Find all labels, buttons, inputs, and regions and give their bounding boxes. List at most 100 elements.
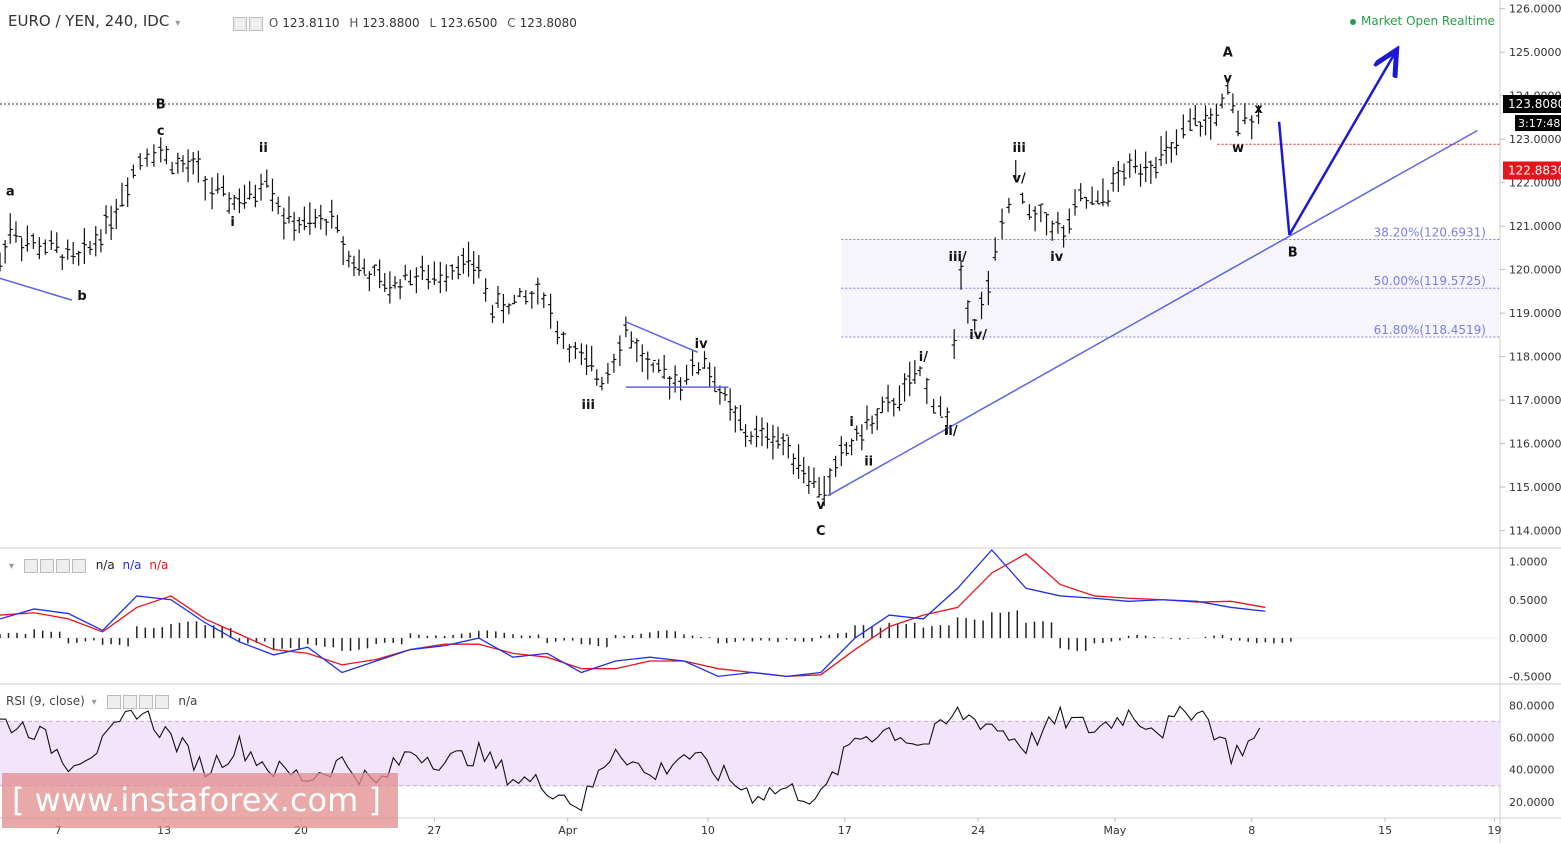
rsi-tick-label: 60.0000 xyxy=(1509,732,1555,745)
wave-label: v/ xyxy=(1013,172,1026,187)
open-label: O xyxy=(268,16,279,30)
x-tick-label: 24 xyxy=(971,824,985,837)
wave-label: i/ xyxy=(919,350,928,365)
wave-label: i xyxy=(230,215,234,230)
wave-label: B xyxy=(156,98,166,113)
projection-arrow xyxy=(1288,52,1395,236)
wave-label: i xyxy=(849,415,853,430)
y-tick-label: 118.0000 xyxy=(1509,351,1561,364)
macd-line-value: n/a xyxy=(122,558,142,572)
high-value: 123.8800 xyxy=(362,16,420,30)
close-label: C xyxy=(507,16,516,30)
wave-label: C xyxy=(816,524,826,539)
symbol-dropdown-icon[interactable]: ▾ xyxy=(175,18,181,29)
gear-icon[interactable] xyxy=(39,558,54,573)
eye-icon[interactable] xyxy=(233,16,247,31)
gear-icon[interactable] xyxy=(249,16,263,31)
wave-label: ii xyxy=(864,454,873,469)
macd-line xyxy=(0,549,1266,678)
trend-line xyxy=(625,321,698,353)
rsi-tick-label: 40.0000 xyxy=(1509,764,1555,777)
market-status: Market Open Realtime xyxy=(1350,14,1495,28)
plus-icon[interactable] xyxy=(138,694,153,709)
red-level-label: 122.8830 xyxy=(1508,163,1561,177)
wave-label: w xyxy=(1232,141,1244,156)
macd-dropdown-icon[interactable]: ▾ xyxy=(9,561,15,572)
macd-value: n/a xyxy=(95,558,115,572)
high-label: H xyxy=(349,16,359,30)
fib-label: 38.20%(120.6931) xyxy=(1374,226,1486,240)
wave-label: v xyxy=(1224,72,1233,87)
countdown-label: 3:17:48 xyxy=(1518,117,1560,130)
last-price-label: 123.8080 xyxy=(1508,97,1561,111)
x-tick-label: 27 xyxy=(427,824,441,837)
wave-label: b xyxy=(77,289,86,304)
y-tick-label: 125.0000 xyxy=(1509,46,1561,59)
wave-label: c xyxy=(157,124,165,139)
wave-label: iii xyxy=(582,398,595,413)
status-dot-icon xyxy=(1350,18,1356,25)
wave-label: v xyxy=(817,498,826,513)
watermark: [ www.instaforex.com ] xyxy=(2,773,398,828)
y-tick-label: 114.0000 xyxy=(1509,525,1561,538)
wave-label: iv xyxy=(1050,250,1063,265)
wave-label: ii/ xyxy=(944,424,958,439)
x-tick-label: 19 xyxy=(1488,824,1502,837)
macd-signal-line xyxy=(0,553,1266,677)
low-value: 123.6500 xyxy=(440,16,498,30)
x-tick-label: 15 xyxy=(1378,824,1392,837)
symbol-title[interactable]: EURO / YEN, 240, IDC ▾ xyxy=(8,12,181,30)
macd-tick-label: -0.5000 xyxy=(1509,670,1551,683)
wave-label: iv/ xyxy=(969,328,987,343)
y-tick-label: 119.0000 xyxy=(1509,307,1561,320)
eye-icon[interactable] xyxy=(106,694,121,709)
open-value: 123.8110 xyxy=(282,16,340,30)
y-tick-label: 115.0000 xyxy=(1509,481,1561,494)
close-icon[interactable] xyxy=(154,694,169,709)
rsi-tick-label: 80.0000 xyxy=(1509,699,1555,712)
close-value: 123.8080 xyxy=(519,16,577,30)
x-tick-label: May xyxy=(1104,824,1127,837)
eye-icon[interactable] xyxy=(23,558,38,573)
rsi-value: n/a xyxy=(178,694,198,708)
plus-icon[interactable] xyxy=(55,558,70,573)
projection-arrow xyxy=(1277,121,1291,235)
wave-label: B xyxy=(1288,246,1298,261)
macd-tick-label: 0.5000 xyxy=(1509,594,1548,607)
rsi-tick-label: 20.0000 xyxy=(1509,796,1555,809)
wave-label: A xyxy=(1223,46,1233,61)
trend-line xyxy=(0,277,73,301)
fib-label: 50.00%(119.5725) xyxy=(1374,274,1486,288)
x-tick-label: 8 xyxy=(1248,824,1255,837)
macd-tick-label: 1.0000 xyxy=(1509,555,1548,568)
fib-label: 61.80%(118.4519) xyxy=(1374,323,1486,337)
close-icon[interactable] xyxy=(71,558,86,573)
wave-label: x xyxy=(1254,102,1263,117)
macd-legend[interactable]: ▾ n/a n/a n/a xyxy=(6,558,168,573)
y-tick-label: 116.0000 xyxy=(1509,438,1561,451)
rsi-legend[interactable]: RSI (9, close) ▾ n/a xyxy=(6,694,197,709)
x-tick-label: Apr xyxy=(558,824,578,837)
macd-tick-label: 0.0000 xyxy=(1509,632,1548,645)
rsi-dropdown-icon[interactable]: ▾ xyxy=(91,697,97,708)
y-tick-label: 121.0000 xyxy=(1509,220,1561,233)
wave-label: iii xyxy=(1012,141,1025,156)
wave-label: iv xyxy=(695,337,708,352)
low-label: L xyxy=(429,16,437,30)
trend-line xyxy=(827,129,1478,497)
x-tick-label: 17 xyxy=(838,824,852,837)
countdown-badge xyxy=(1515,115,1561,132)
rsi-title: RSI (9, close) xyxy=(6,694,85,708)
x-tick-label: 10 xyxy=(701,824,715,837)
y-tick-label: 120.0000 xyxy=(1509,264,1561,277)
x-tick-label: 7 xyxy=(55,824,62,837)
y-tick-label: 122.0000 xyxy=(1509,177,1561,190)
gear-icon[interactable] xyxy=(122,694,137,709)
signal-value: n/a xyxy=(149,558,169,572)
wave-label: ii xyxy=(259,141,268,156)
wave-label: iii/ xyxy=(949,250,967,265)
y-tick-label: 117.0000 xyxy=(1509,394,1561,407)
y-tick-label: 123.0000 xyxy=(1509,133,1561,146)
red-level-badge xyxy=(1503,161,1561,180)
